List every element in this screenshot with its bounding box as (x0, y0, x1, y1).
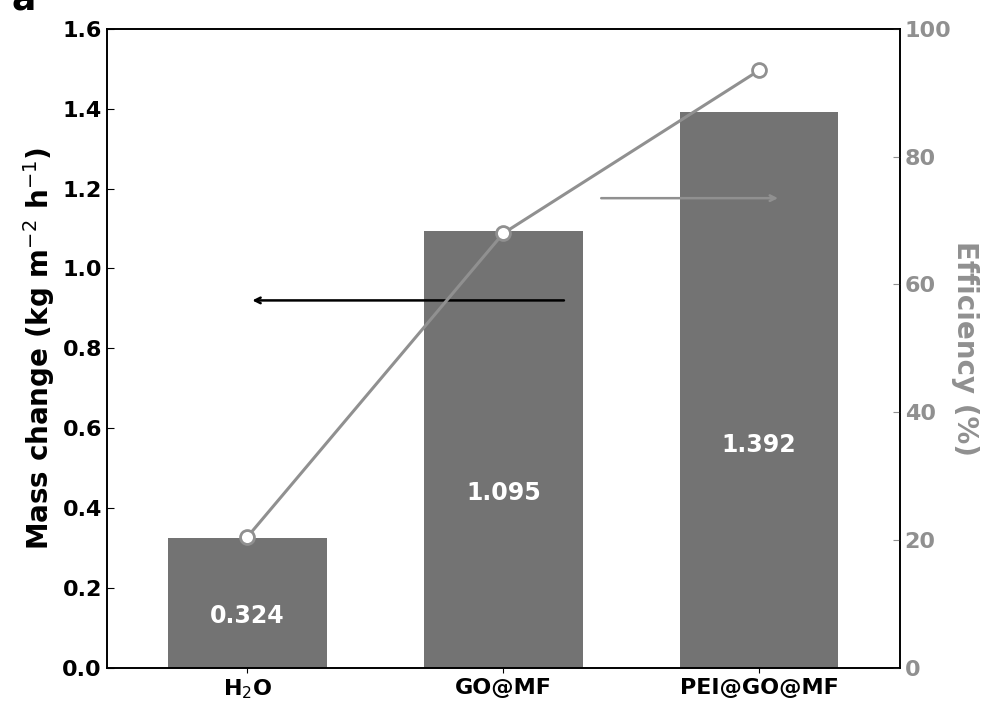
Bar (680, 112, 838, 668)
Bar (424, 230, 583, 668)
Y-axis label: Mass change (kg m$^{-2}$ h$^{-1}$): Mass change (kg m$^{-2}$ h$^{-1}$) (21, 147, 57, 549)
Y-axis label: Efficiency (%): Efficiency (%) (951, 241, 979, 456)
Text: 1.392: 1.392 (722, 433, 796, 458)
Text: 0.324: 0.324 (210, 604, 285, 628)
Text: a: a (12, 0, 36, 16)
Bar (168, 539, 327, 668)
Text: 1.095: 1.095 (466, 481, 541, 505)
